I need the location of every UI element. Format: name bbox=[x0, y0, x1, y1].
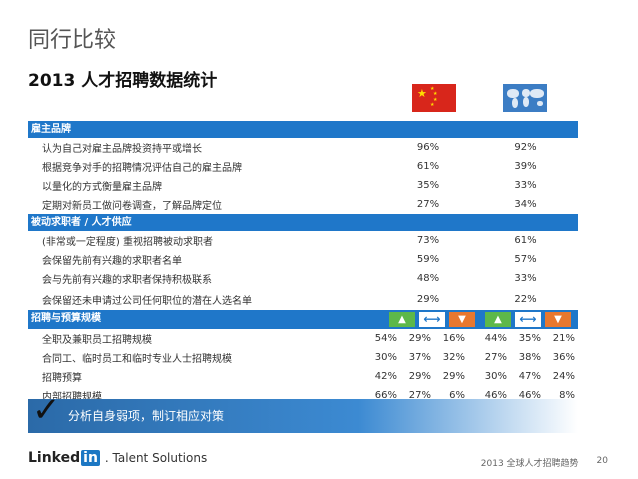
table-row: 内部招聘规模 66% 27% 6% 46% 46% 8% bbox=[42, 390, 575, 403]
down-arrow-icon: ▼ bbox=[449, 312, 475, 327]
footer-text: 2013 全球人才招聘趋势 bbox=[480, 459, 579, 469]
world-map-icon bbox=[503, 84, 547, 112]
page-number: 20 bbox=[596, 456, 608, 466]
up-arrow-icon: ▲ bbox=[485, 312, 511, 327]
table-row: 招聘预算 42% 29% 29% 30% 47% 24% bbox=[42, 371, 575, 384]
table-row: 定期对新员工做问卷调查，了解品牌定位 27% 34% bbox=[42, 199, 537, 212]
arrow-legend: ▲ ⟷ ▼ ▲ ⟷ ▼ bbox=[389, 310, 575, 329]
flag-star-icon: ★ bbox=[417, 87, 427, 100]
page-subtitle: 2013 人才招聘数据统计 bbox=[28, 71, 218, 91]
comparison-table: 雇主品牌 认为自己对雇主品牌投资持平或增长 96% 92% 根据竞争对手的招聘情况评… bbox=[28, 121, 578, 405]
table-row: (非常或一定程度) 重视招聘被动求职者 73% 61% bbox=[42, 235, 537, 248]
horizontal-arrow-icon: ⟷ bbox=[419, 312, 445, 327]
horizontal-arrow-icon: ⟷ bbox=[515, 312, 541, 327]
section-header: 招聘与预算规模 ▲ ⟷ ▼ ▲ ⟷ ▼ bbox=[28, 310, 578, 329]
china-flag-icon: ★ ★ ★ ★ ★ bbox=[412, 84, 456, 112]
table-row: 会保留还未申请过公司任何职位的潜在人选名单 29% 22% bbox=[42, 293, 537, 307]
linkedin-logo: Linked in. Talent Solutions bbox=[28, 450, 208, 466]
table-row: 根据竞争对手的招聘情况评估自己的雇主品牌 61% 39% bbox=[42, 161, 537, 174]
conclusion-banner: 分析自身弱项，制订相应对策 bbox=[28, 399, 578, 433]
table-row: 认为自己对雇主品牌投资持平或增长 96% 92% bbox=[42, 142, 537, 155]
section-header: 被动求职者 / 人才供应 bbox=[28, 214, 578, 231]
table-row: 会保留先前有兴趣的求职者名单 59% 57% bbox=[42, 254, 537, 267]
footer: 2013 全球人才招聘趋势 20 bbox=[481, 456, 608, 469]
section-header: 雇主品牌 bbox=[28, 121, 578, 138]
table-row: 合同工、临时员工和临时专业人士招聘规模 30% 37% 32% 27% 38% 36% bbox=[42, 352, 575, 365]
page-title: 同行比较 bbox=[28, 28, 117, 53]
table-row: 会与先前有兴趣的求职者保持积极联系 48% 33% bbox=[42, 273, 537, 286]
table-row: 全职及兼职员工招聘规模 54% 29% 16% 44% 35% 21% bbox=[42, 333, 575, 346]
up-arrow-icon: ▲ bbox=[389, 312, 415, 327]
check-icon: ✓ bbox=[32, 390, 61, 430]
down-arrow-icon: ▼ bbox=[545, 312, 571, 327]
table-row: 以量化的方式衡量雇主品牌 35% 33% bbox=[42, 180, 537, 193]
